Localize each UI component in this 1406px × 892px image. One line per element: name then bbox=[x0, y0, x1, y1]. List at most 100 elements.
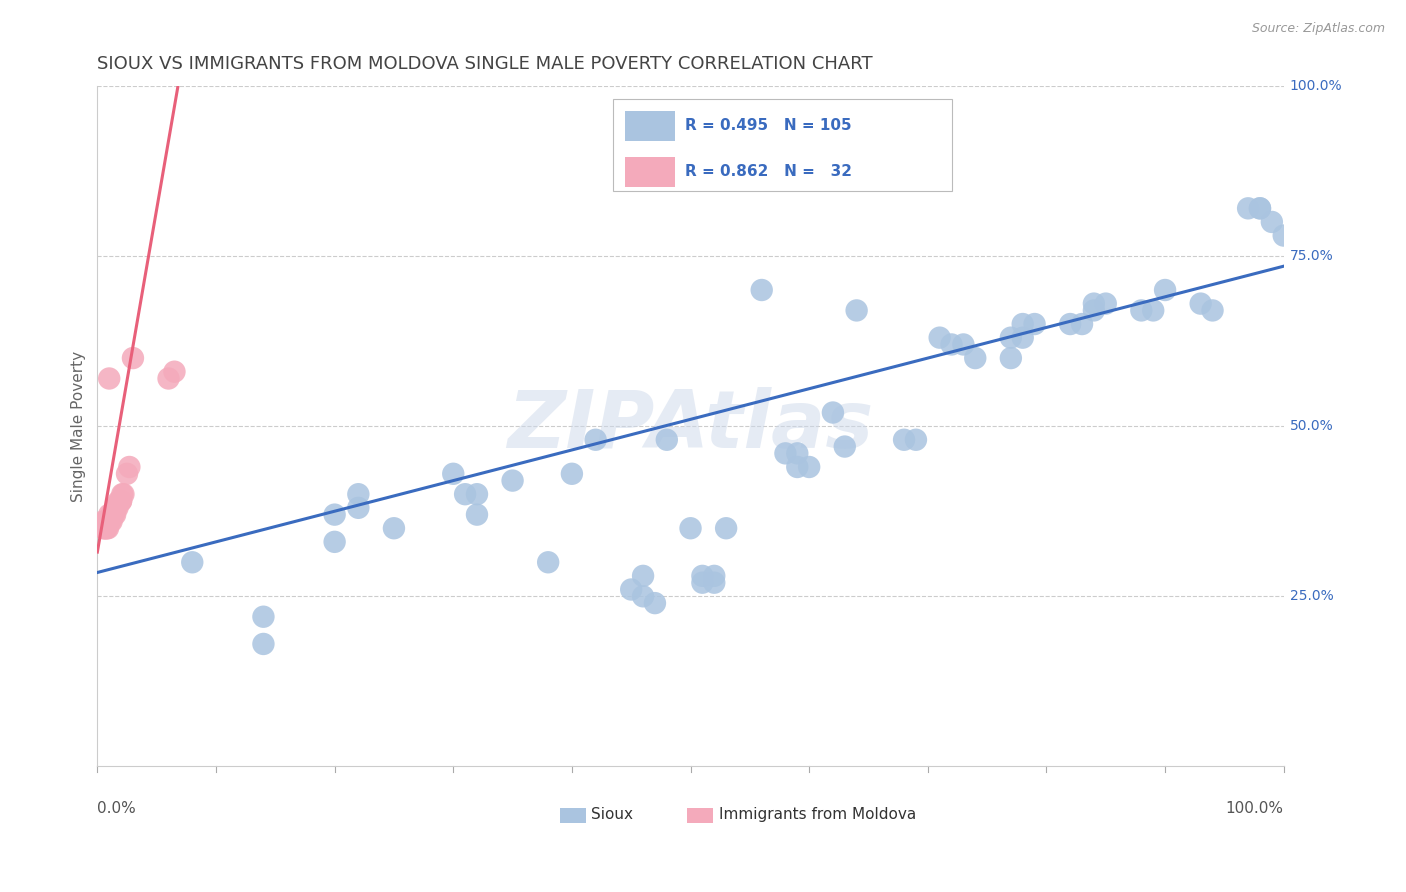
Point bbox=[323, 534, 346, 549]
Point bbox=[181, 555, 204, 569]
Point bbox=[110, 494, 132, 508]
FancyBboxPatch shape bbox=[626, 111, 675, 141]
Point bbox=[98, 371, 121, 385]
Point bbox=[786, 446, 808, 460]
Point bbox=[1237, 202, 1260, 216]
Text: 25.0%: 25.0% bbox=[1289, 590, 1333, 603]
Point bbox=[1201, 303, 1223, 318]
Text: Source: ZipAtlas.com: Source: ZipAtlas.com bbox=[1251, 22, 1385, 36]
Point bbox=[1071, 317, 1094, 331]
Point bbox=[100, 515, 122, 529]
Point bbox=[1261, 215, 1284, 229]
Point bbox=[1130, 303, 1153, 318]
Point bbox=[692, 575, 714, 590]
Text: Immigrants from Moldova: Immigrants from Moldova bbox=[718, 806, 917, 822]
Point bbox=[107, 500, 129, 515]
Point bbox=[775, 446, 797, 460]
Point bbox=[1142, 303, 1164, 318]
Text: ZIPAtlas: ZIPAtlas bbox=[508, 387, 873, 465]
FancyBboxPatch shape bbox=[626, 157, 675, 186]
Point bbox=[904, 433, 927, 447]
Point bbox=[163, 365, 186, 379]
Point bbox=[441, 467, 464, 481]
Point bbox=[1249, 202, 1271, 216]
Point bbox=[101, 508, 124, 522]
Text: Sioux: Sioux bbox=[591, 806, 633, 822]
Point bbox=[1000, 351, 1022, 365]
Point bbox=[465, 508, 488, 522]
Point bbox=[104, 500, 127, 515]
Point bbox=[965, 351, 987, 365]
Point bbox=[834, 440, 856, 454]
Point bbox=[928, 331, 950, 345]
Point bbox=[100, 508, 122, 522]
Point bbox=[118, 460, 141, 475]
Point bbox=[751, 283, 773, 297]
Point bbox=[1189, 296, 1212, 310]
Point bbox=[1011, 317, 1033, 331]
Point bbox=[952, 337, 974, 351]
Point bbox=[799, 460, 821, 475]
Point bbox=[537, 555, 560, 569]
Point bbox=[644, 596, 666, 610]
Point bbox=[1000, 331, 1022, 345]
Point bbox=[893, 433, 915, 447]
Point bbox=[98, 508, 121, 522]
Point bbox=[1024, 317, 1046, 331]
Point bbox=[347, 487, 370, 501]
Text: R = 0.495   N = 105: R = 0.495 N = 105 bbox=[685, 118, 851, 133]
Point bbox=[323, 508, 346, 522]
Point bbox=[122, 351, 145, 365]
Text: 0.0%: 0.0% bbox=[97, 800, 136, 815]
Point bbox=[454, 487, 477, 501]
Point bbox=[1083, 303, 1105, 318]
FancyBboxPatch shape bbox=[613, 99, 952, 191]
Point bbox=[97, 521, 120, 535]
Point bbox=[585, 433, 607, 447]
Point bbox=[1154, 283, 1177, 297]
Point bbox=[112, 487, 135, 501]
Point bbox=[845, 303, 868, 318]
Point bbox=[91, 521, 114, 535]
Point bbox=[105, 500, 128, 515]
Point bbox=[714, 521, 737, 535]
Text: 100.0%: 100.0% bbox=[1226, 800, 1284, 815]
Point bbox=[104, 508, 127, 522]
Point bbox=[1011, 331, 1033, 345]
Point bbox=[94, 515, 117, 529]
Point bbox=[631, 569, 654, 583]
Point bbox=[98, 515, 121, 529]
Point bbox=[103, 508, 125, 522]
Point bbox=[941, 337, 963, 351]
Point bbox=[1272, 228, 1295, 243]
Point bbox=[561, 467, 583, 481]
Point bbox=[93, 521, 115, 535]
Point bbox=[252, 637, 274, 651]
FancyBboxPatch shape bbox=[688, 808, 713, 823]
Point bbox=[1094, 296, 1116, 310]
Y-axis label: Single Male Poverty: Single Male Poverty bbox=[72, 351, 86, 501]
Text: SIOUX VS IMMIGRANTS FROM MOLDOVA SINGLE MALE POVERTY CORRELATION CHART: SIOUX VS IMMIGRANTS FROM MOLDOVA SINGLE … bbox=[97, 55, 873, 73]
Point bbox=[1059, 317, 1081, 331]
Point bbox=[110, 494, 132, 508]
Point bbox=[108, 494, 131, 508]
Text: 100.0%: 100.0% bbox=[1289, 78, 1343, 93]
Text: 50.0%: 50.0% bbox=[1289, 419, 1333, 434]
Point bbox=[655, 433, 678, 447]
Point bbox=[620, 582, 643, 597]
Point bbox=[94, 521, 117, 535]
Point bbox=[1083, 296, 1105, 310]
Point bbox=[96, 521, 118, 535]
Point bbox=[703, 575, 725, 590]
FancyBboxPatch shape bbox=[560, 808, 586, 823]
Point bbox=[465, 487, 488, 501]
Point bbox=[347, 500, 370, 515]
Point bbox=[115, 467, 138, 481]
Point bbox=[111, 487, 134, 501]
Text: 75.0%: 75.0% bbox=[1289, 249, 1333, 263]
Point bbox=[382, 521, 405, 535]
Point bbox=[157, 371, 180, 385]
Point bbox=[679, 521, 702, 535]
Point bbox=[631, 590, 654, 604]
Point bbox=[91, 515, 114, 529]
